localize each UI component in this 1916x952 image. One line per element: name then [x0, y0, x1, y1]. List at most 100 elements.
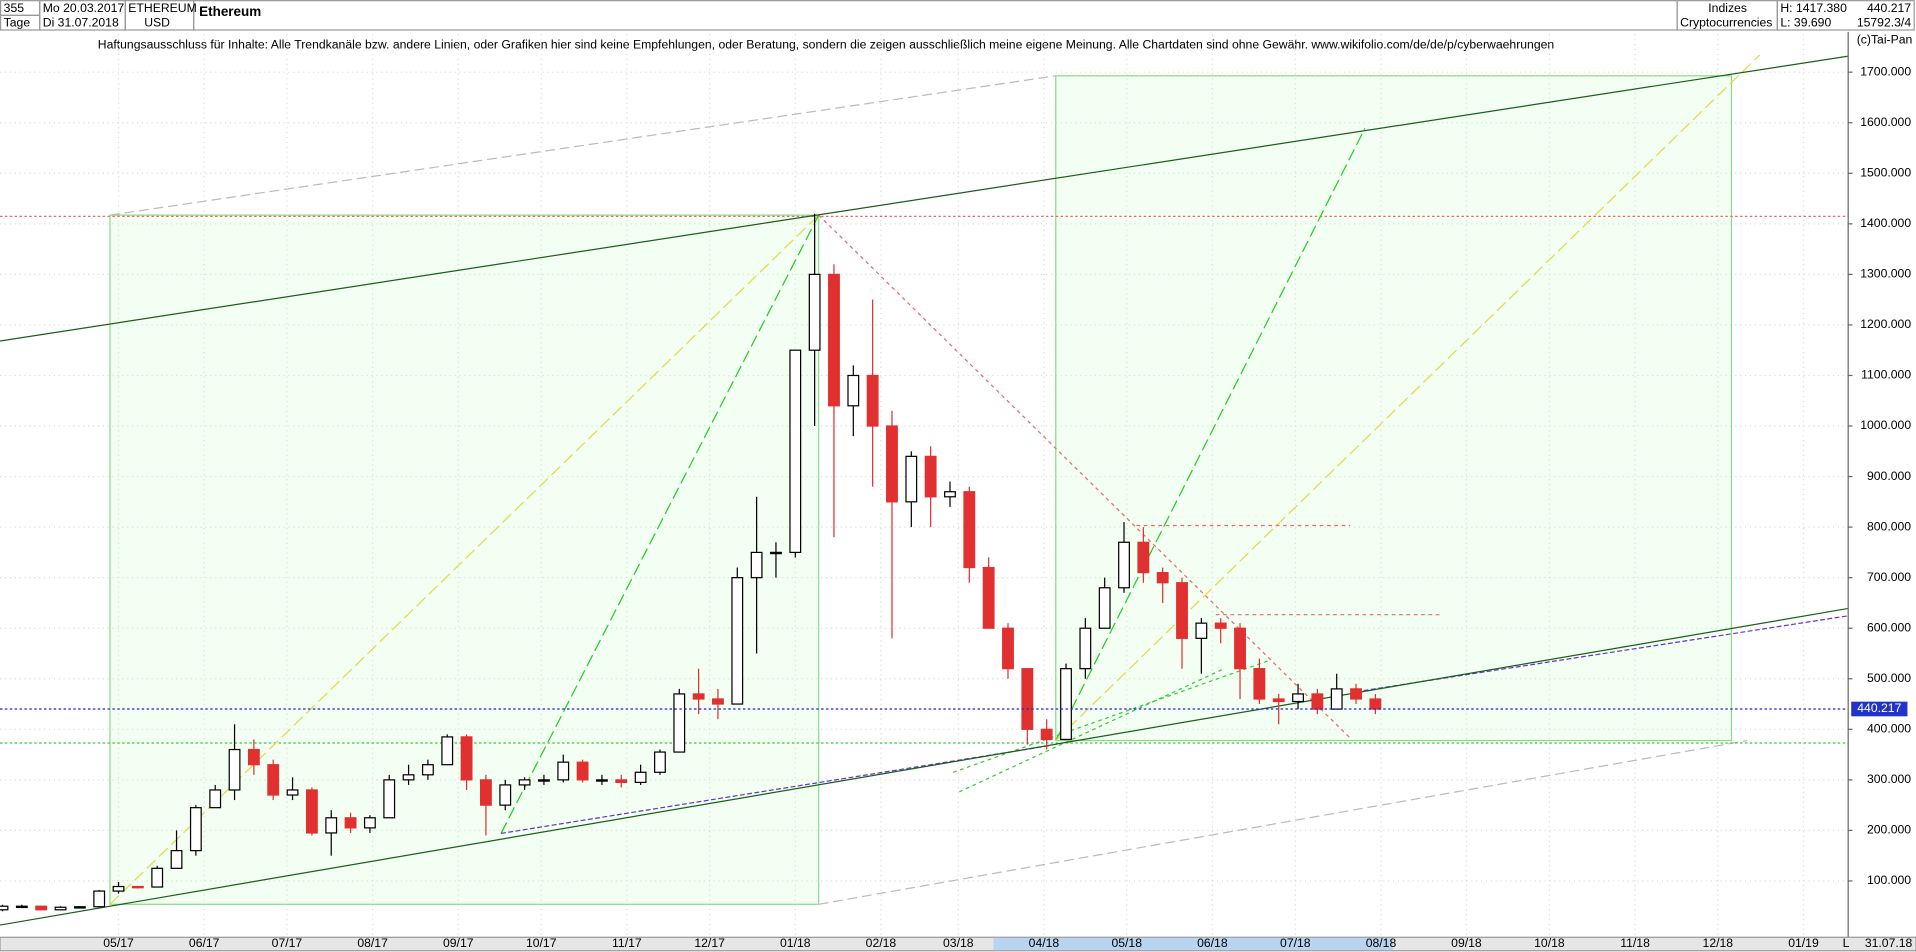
- candle-body: [267, 764, 280, 796]
- candle-body: [654, 751, 666, 773]
- candle-body: [460, 736, 473, 781]
- candle-body: [0, 905, 9, 911]
- x-tick-label: 12/17: [694, 936, 725, 950]
- trend-line: [952, 659, 1272, 773]
- y-tick-label: 1000.000: [1860, 418, 1911, 432]
- trend-line: [818, 739, 1748, 905]
- x-tick-label: 12/18: [1703, 936, 1734, 950]
- period[interactable]: Tage: [4, 15, 31, 29]
- candle-body: [1350, 688, 1362, 700]
- candle-body: [93, 890, 106, 908]
- candle-body: [325, 817, 338, 834]
- candle-body: [131, 885, 144, 889]
- start-date[interactable]: Mo 20.03.2017: [43, 1, 125, 15]
- y-tick-label: 700.000: [1867, 570, 1911, 584]
- candle-body: [1292, 693, 1304, 703]
- x-axis-highlight: [993, 937, 1394, 951]
- candle-body: [151, 867, 164, 888]
- x-tick-label: 07/17: [272, 936, 303, 950]
- candle-body: [189, 807, 202, 852]
- x-end-date: 31.07.18: [1865, 936, 1913, 950]
- box: [1055, 75, 1733, 742]
- annotations: [0, 54, 1848, 926]
- candle-body: [596, 779, 608, 782]
- x-tick-label: 08/18: [1366, 936, 1397, 950]
- instrument-name: Ethereum: [199, 4, 261, 19]
- y-tick-label: 1600.000: [1860, 115, 1911, 129]
- group: Indizes: [1708, 1, 1747, 15]
- x-tick-label: 04/18: [1029, 936, 1060, 950]
- candle-body: [537, 779, 550, 782]
- candle-body: [1214, 622, 1227, 629]
- candle-body: [963, 491, 976, 569]
- candle-body: [499, 784, 512, 806]
- y-tick-label: 800.000: [1867, 519, 1911, 533]
- y-tick-label: 200.000: [1867, 823, 1911, 837]
- candle-body: [1021, 668, 1034, 730]
- candle-body: [1118, 541, 1130, 589]
- x-tick-label: 09/18: [1451, 936, 1482, 950]
- x-tick-label: 11/17: [612, 936, 642, 950]
- candle-body: [421, 764, 434, 776]
- candle-body: [1079, 627, 1092, 670]
- candle-body: [905, 455, 918, 503]
- candle-body: [1040, 728, 1053, 741]
- y-tick-label: 400.000: [1867, 722, 1911, 736]
- candle-body: [54, 906, 67, 911]
- x-axis-bar: [0, 936, 1916, 952]
- candle-body: [1156, 572, 1169, 584]
- x-tick-label: 09/17: [443, 936, 474, 950]
- candle-body: [731, 577, 744, 705]
- candle-body: [363, 817, 376, 829]
- trend-line: [109, 75, 1056, 216]
- count[interactable]: 355: [4, 1, 25, 15]
- candle-body: [1311, 693, 1324, 710]
- end-date[interactable]: Di 31.07.2018: [43, 15, 119, 29]
- candles: [0, 213, 1382, 912]
- volume: 15792.3/4: [1857, 15, 1912, 29]
- y-tick-label: 100.000: [1867, 873, 1911, 887]
- y-tick-label: 600.000: [1867, 620, 1911, 634]
- trend-line: [109, 214, 820, 905]
- candle-body: [1098, 587, 1111, 629]
- candle-body: [286, 789, 299, 796]
- x-end-marker: L: [1843, 936, 1850, 950]
- candle-body: [518, 779, 531, 786]
- y-tick-label: 900.000: [1867, 469, 1911, 483]
- trend-line: [1055, 54, 1761, 741]
- x-tick-label: 07/18: [1280, 936, 1311, 950]
- candle-body: [886, 425, 898, 503]
- candle-body: [1234, 627, 1246, 670]
- currency: USD: [144, 15, 170, 29]
- candle-body: [1060, 668, 1072, 741]
- candle-body: [712, 698, 724, 705]
- candle-body: [866, 374, 879, 427]
- candle-body: [1369, 698, 1382, 710]
- axes: L 31.07.18 100.000 200.000 300.000 400.000 5…: [0, 31, 1916, 952]
- candle-body: [557, 761, 570, 781]
- candle-body: [924, 455, 937, 498]
- x-tick-label: 08/17: [357, 936, 388, 950]
- low: L: 39.690: [1780, 15, 1831, 29]
- candle-body: [750, 551, 763, 579]
- candle-body: [615, 779, 628, 784]
- y-tick-label: 1200.000: [1860, 317, 1911, 331]
- channel-line: [0, 55, 1848, 342]
- x-tick-label: 03/18: [943, 936, 974, 950]
- y-tick-label: 1500.000: [1860, 165, 1911, 179]
- x-tick-label: 10/18: [1534, 936, 1565, 950]
- trend-line: [500, 744, 1051, 835]
- candle-body: [15, 905, 28, 909]
- candle-body: [808, 273, 821, 351]
- last-price-label: 440.217: [1857, 701, 1901, 715]
- candle-body: [441, 736, 454, 766]
- candle-body: [247, 748, 260, 766]
- y-tick-label: 1300.000: [1860, 267, 1911, 281]
- candle-body: [673, 693, 686, 753]
- candle-body: [305, 789, 318, 834]
- candle-body: [170, 850, 183, 869]
- x-tick-label: 06/17: [189, 936, 220, 950]
- candle-body: [1137, 541, 1150, 574]
- candle-body: [1272, 698, 1285, 703]
